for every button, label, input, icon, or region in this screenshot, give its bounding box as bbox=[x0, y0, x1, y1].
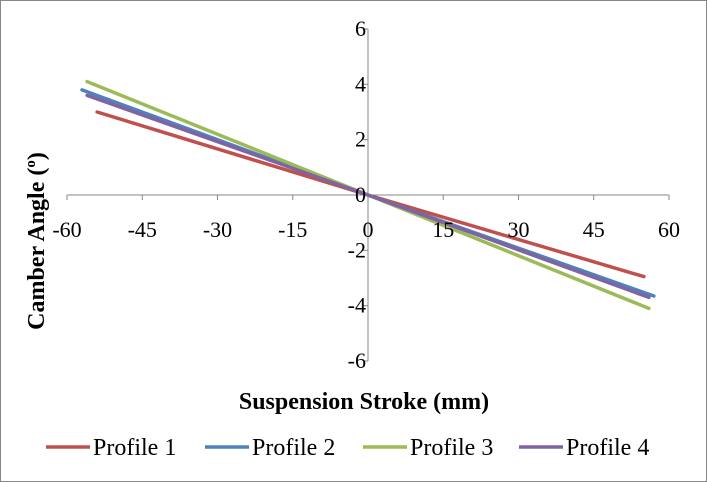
x-axis-title: Suspension Stroke (mm) bbox=[239, 389, 489, 415]
legend-label-profile-3: Profile 3 bbox=[410, 435, 493, 461]
plot-series bbox=[80, 79, 656, 311]
legend-label-profile-1: Profile 1 bbox=[93, 435, 176, 461]
y-axis-title-close: ) bbox=[24, 152, 50, 160]
x-tick-label: -60 bbox=[52, 217, 81, 242]
y-tick-label: 4 bbox=[355, 71, 366, 96]
y-axis-title-superscript: o bbox=[23, 160, 39, 168]
series-line-profile-4 bbox=[85, 93, 651, 300]
y-tick-label: -2 bbox=[348, 237, 366, 262]
legend: Profile 1 Profile 2 Profile 3 Profile 4 bbox=[46, 435, 649, 461]
x-tick-label: 0 bbox=[363, 217, 374, 242]
x-tick-label: -30 bbox=[203, 217, 232, 242]
legend-label-profile-2: Profile 2 bbox=[252, 435, 335, 461]
x-tick-label: -15 bbox=[278, 217, 307, 242]
x-tick-label: 60 bbox=[658, 217, 680, 242]
x-tick-label: 45 bbox=[583, 217, 605, 242]
y-tick-label: 2 bbox=[355, 127, 366, 152]
y-tick-label: 0 bbox=[355, 182, 366, 207]
x-tick-label: 30 bbox=[508, 217, 530, 242]
y-tick-label: 6 bbox=[355, 16, 366, 41]
y-axis-title: Camber Angle (o) bbox=[23, 152, 50, 330]
legend-label-profile-4: Profile 4 bbox=[566, 435, 649, 461]
y-tick-label: -4 bbox=[348, 293, 366, 318]
x-tick-label: 15 bbox=[432, 217, 454, 242]
y-axis-title-main: Camber Angle ( bbox=[24, 168, 50, 330]
x-tick-label: -45 bbox=[128, 217, 157, 242]
y-tick-label: -6 bbox=[348, 348, 366, 373]
